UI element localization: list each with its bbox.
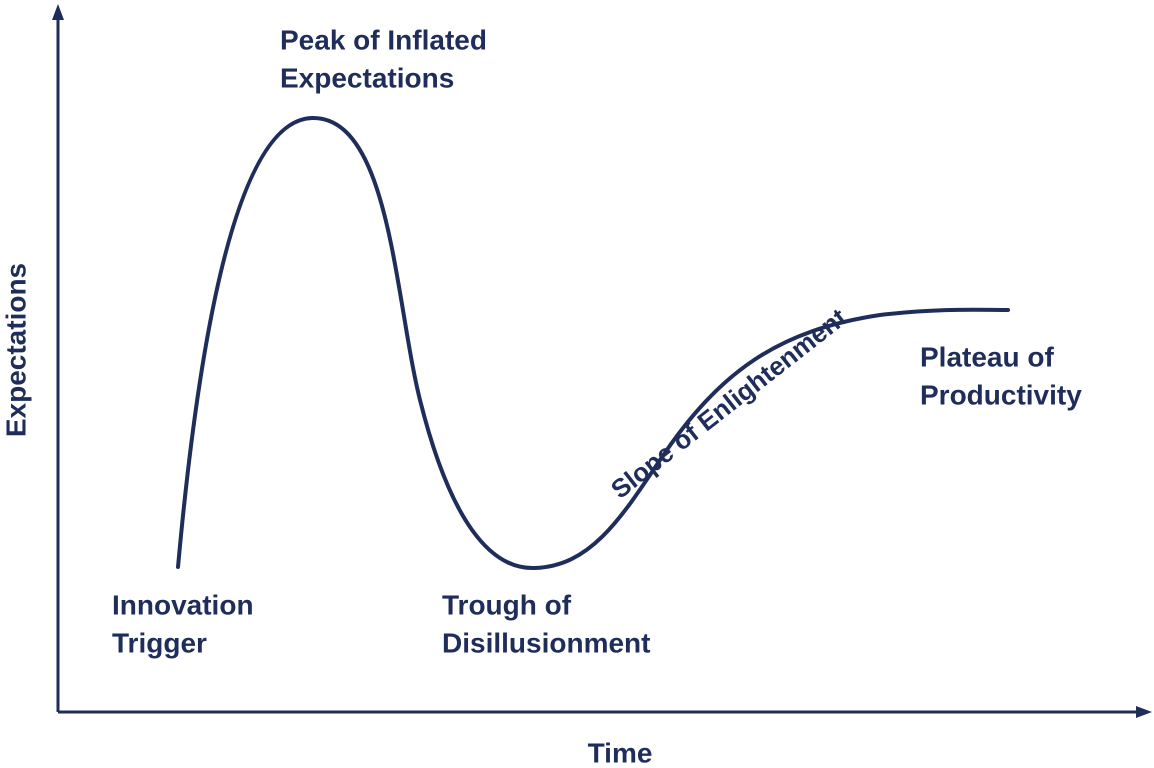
x-axis-label: Time xyxy=(588,737,653,768)
phase-label: Productivity xyxy=(920,379,1082,410)
x-axis-arrow xyxy=(1136,706,1152,718)
phase-label: Disillusionment xyxy=(442,627,650,658)
y-axis-arrow xyxy=(52,4,64,20)
phase-label: Innovation xyxy=(112,589,254,620)
y-axis-label: Expectations xyxy=(0,263,31,437)
hype-curve xyxy=(176,115,1010,571)
phase-label: Peak of Inflated xyxy=(280,24,487,55)
phase-label: Trough of xyxy=(442,589,572,620)
phase-label: Slope of Enlightenment xyxy=(605,302,853,505)
phase-label: Expectations xyxy=(280,62,454,93)
phase-label: Trigger xyxy=(112,627,207,658)
phase-label: Plateau of xyxy=(920,341,1054,372)
